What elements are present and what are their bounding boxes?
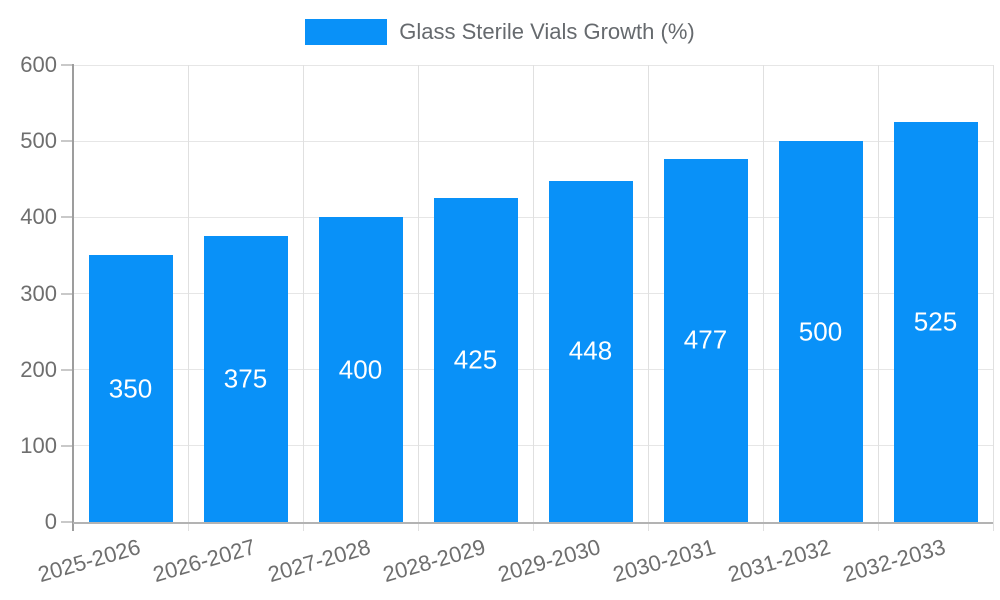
x-gridline — [302, 65, 304, 531]
bar-value-label: 477 — [683, 324, 728, 355]
y-tick — [61, 140, 73, 143]
legend-label: Glass Sterile Vials Growth (%) — [399, 19, 695, 44]
bar-value-label: 448 — [568, 335, 613, 366]
x-gridline — [762, 65, 764, 531]
y-tick-label: 300 — [20, 280, 57, 306]
x-gridline — [647, 65, 649, 531]
y-tick — [61, 292, 73, 295]
x-tick-label: 2026-2027 — [150, 534, 259, 588]
y-tick-label: 500 — [20, 128, 57, 154]
bar[interactable]: 448 — [548, 180, 633, 522]
y-axis-line — [72, 64, 74, 531]
bar[interactable]: 477 — [663, 158, 748, 522]
y-tick-label: 200 — [20, 356, 57, 382]
x-tick-label: 2032-2033 — [840, 534, 949, 588]
x-gridline — [877, 65, 879, 531]
x-tick-label: 2029-2030 — [495, 534, 604, 588]
y-tick — [61, 368, 73, 371]
bar-value-label: 350 — [108, 373, 153, 404]
x-gridline — [992, 65, 994, 531]
y-tick — [61, 521, 73, 523]
bar[interactable]: 375 — [203, 236, 288, 522]
bar-value-label: 375 — [223, 363, 268, 394]
bar[interactable]: 400 — [318, 217, 403, 522]
bar[interactable]: 525 — [893, 122, 978, 522]
bar[interactable]: 500 — [778, 141, 863, 522]
bar-value-label: 525 — [913, 306, 958, 337]
legend-item[interactable]: Glass Sterile Vials Growth (%) — [305, 19, 695, 45]
legend-swatch — [305, 19, 388, 45]
x-tick-label: 2027-2028 — [265, 534, 374, 588]
y-tick-label: 400 — [20, 204, 57, 230]
x-tick-label: 2030-2031 — [610, 534, 719, 588]
y-tick — [61, 64, 73, 66]
bar-value-label: 400 — [338, 354, 383, 385]
y-tick-label: 0 — [44, 509, 57, 534]
x-axis-line — [73, 522, 993, 524]
bar-value-label: 500 — [798, 316, 843, 347]
x-gridline — [187, 65, 189, 531]
x-gridline — [532, 65, 534, 531]
bar-value-label: 425 — [453, 344, 498, 375]
legend: Glass Sterile Vials Growth (%) — [0, 16, 1000, 48]
y-tick — [61, 444, 73, 447]
y-tick-label: 600 — [20, 52, 57, 77]
x-tick-label: 2025-2026 — [35, 534, 144, 588]
y-tick — [61, 216, 73, 219]
bar[interactable]: 425 — [433, 198, 518, 522]
x-tick-label: 2031-2032 — [725, 534, 834, 588]
y-tick-label: 100 — [20, 432, 57, 458]
bar[interactable]: 350 — [88, 255, 173, 522]
x-gridline — [417, 65, 419, 531]
x-tick-label: 2028-2029 — [380, 534, 489, 588]
